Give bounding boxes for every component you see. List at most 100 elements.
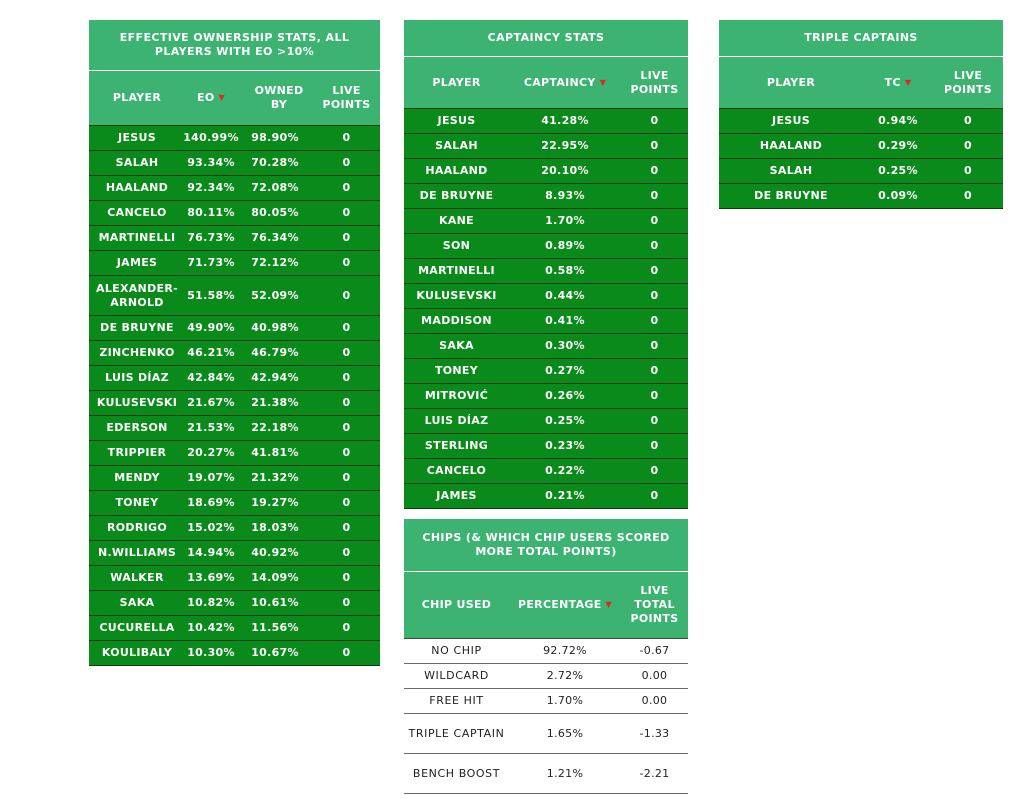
sort-down-icon: ▼ — [599, 77, 607, 87]
table-row: KANE 1.70% 0 — [404, 209, 688, 234]
player-name: JESUS — [118, 131, 156, 144]
chips-header-chip[interactable]: CHIP USED — [421, 598, 492, 611]
captaincy-value: 1.70% — [545, 214, 585, 227]
player-name: HAALAND — [425, 164, 488, 177]
player-name: CANCELO — [107, 206, 167, 219]
live-points-value: 0 — [650, 439, 659, 452]
eo-header-eo[interactable]: EO ▼ — [185, 71, 237, 125]
owned-value: 76.34% — [251, 231, 299, 244]
captaincy-value: 0.41% — [545, 314, 585, 327]
chips-header-percentage[interactable]: PERCENTAGE ▼ — [509, 572, 621, 638]
live-points-value: 0 — [650, 189, 659, 202]
tc-header-live[interactable]: LIVE POINTS — [944, 68, 992, 96]
table-row: TONEY 0.27% 0 — [404, 359, 688, 384]
table-row: TONEY 18.69% 19.27% 0 — [89, 491, 380, 516]
captaincy-header-captaincy-label: CAPTAINCY — [523, 75, 596, 89]
live-points-value: 0 — [342, 131, 351, 144]
owned-value: 42.94% — [251, 371, 299, 384]
live-points-value: 0 — [342, 156, 351, 169]
live-points-value: 0 — [650, 164, 659, 177]
player-name: SAKA — [119, 596, 155, 609]
table-row: DE BRUYNE 0.09% 0 — [719, 184, 1003, 209]
chips-header-points[interactable]: LIVE TOTAL POINTS — [630, 584, 679, 625]
player-name: TONEY — [115, 496, 159, 509]
player-name: ZINCHENKO — [99, 346, 175, 359]
captaincy-header-captaincy[interactable]: CAPTAINCY ▼ — [509, 57, 621, 108]
table-row: MITROVIĆ 0.26% 0 — [404, 384, 688, 409]
player-name: DE BRUYNE — [419, 189, 494, 202]
player-name: HAALAND — [759, 139, 823, 152]
tc-value: 0.09% — [878, 189, 918, 202]
eo-header-live[interactable]: LIVE POINTS — [322, 84, 371, 111]
live-total-points-value: -1.33 — [639, 726, 670, 740]
live-points-value: 0 — [342, 321, 351, 334]
table-row: SALAH 0.25% 0 — [719, 159, 1003, 184]
player-name: JESUS — [437, 114, 476, 127]
eo-value: 14.94% — [187, 546, 235, 559]
live-points-value: 0 — [650, 364, 659, 377]
player-name: MADDISON — [421, 314, 492, 327]
live-points-value: 0 — [342, 421, 351, 434]
chips-table-body: NO CHIP 92.72% -0.67 WILDCARD 2.72% 0.00 FREE … — [404, 639, 688, 794]
player-name: JAMES — [436, 489, 477, 502]
owned-value: 11.56% — [251, 621, 299, 634]
table-row: DE BRUYNE 8.93% 0 — [404, 184, 688, 209]
live-points-value: 0 — [342, 371, 351, 384]
captaincy-header-player[interactable]: PLAYER — [432, 75, 481, 89]
table-row: SON 0.89% 0 — [404, 234, 688, 259]
eo-header-player[interactable]: PLAYER — [112, 91, 162, 104]
owned-value: 40.92% — [251, 546, 299, 559]
captaincy-value: 0.27% — [545, 364, 585, 377]
table-row: WILDCARD 2.72% 0.00 — [404, 664, 688, 689]
live-points-value: 0 — [342, 646, 351, 659]
live-points-value: 0 — [650, 139, 659, 152]
sort-down-icon: ▼ — [605, 600, 612, 609]
owned-value: 46.79% — [251, 346, 299, 359]
live-points-value: 0 — [342, 496, 351, 509]
player-name: KOULIBALY — [101, 646, 173, 659]
eo-value: 10.30% — [187, 646, 235, 659]
live-points-value: 0 — [342, 346, 351, 359]
tc-header-player[interactable]: PLAYER — [766, 75, 816, 89]
tc-header-tc[interactable]: TC ▼ — [863, 57, 933, 108]
owned-value: 70.28% — [251, 156, 299, 169]
chips-table-header: CHIP USED PERCENTAGE ▼ LIVE TOTAL POINTS — [404, 572, 688, 639]
eo-value: 46.21% — [187, 346, 235, 359]
table-row: SAKA 0.30% 0 — [404, 334, 688, 359]
player-name: DE BRUYNE — [754, 189, 828, 202]
player-name: KULUSEVSKI — [96, 396, 178, 409]
triple-captain-table: TRIPLE CAPTAINS PLAYER TC ▼ LIVE POINTS J… — [719, 20, 1003, 209]
player-name: HAALAND — [105, 181, 169, 194]
percentage-value: 1.21% — [546, 766, 584, 780]
player-name: CUCURELLA — [99, 621, 175, 634]
eo-value: 19.07% — [187, 471, 235, 484]
captaincy-value: 22.95% — [541, 139, 589, 152]
table-row: DE BRUYNE 49.90% 40.98% 0 — [89, 316, 380, 341]
captaincy-value: 0.25% — [545, 414, 585, 427]
table-row: TRIPPIER 20.27% 41.81% 0 — [89, 441, 380, 466]
chip-name: WILDCARD — [424, 669, 489, 682]
percentage-value: 92.72% — [543, 644, 587, 657]
live-total-points-value: -0.67 — [639, 644, 670, 657]
table-row: JESUS 0.94% 0 — [719, 109, 1003, 134]
player-name: TRIPPIER — [107, 446, 167, 459]
eo-header-owned[interactable]: OWNED BY — [254, 84, 304, 111]
player-name: SALAH — [769, 164, 813, 177]
live-points-value: 0 — [342, 571, 351, 584]
eo-value: 20.27% — [187, 446, 235, 459]
player-name: TONEY — [434, 364, 479, 377]
captaincy-header-live[interactable]: LIVE POINTS — [630, 68, 679, 96]
owned-value: 72.12% — [251, 256, 299, 269]
chip-name: FREE HIT — [429, 694, 484, 707]
eo-value: 10.82% — [187, 596, 235, 609]
player-name: SALAH — [115, 156, 159, 169]
table-row: KOULIBALY 10.30% 10.67% 0 — [89, 641, 380, 666]
player-name: KANE — [439, 214, 474, 227]
eo-value: 51.58% — [187, 288, 235, 302]
percentage-value: 1.65% — [546, 726, 584, 740]
owned-value: 21.32% — [251, 471, 299, 484]
player-name: SAKA — [439, 339, 474, 352]
table-row: RODRIGO 15.02% 18.03% 0 — [89, 516, 380, 541]
captaincy-value: 41.28% — [541, 114, 589, 127]
live-points-value: 0 — [650, 414, 659, 427]
